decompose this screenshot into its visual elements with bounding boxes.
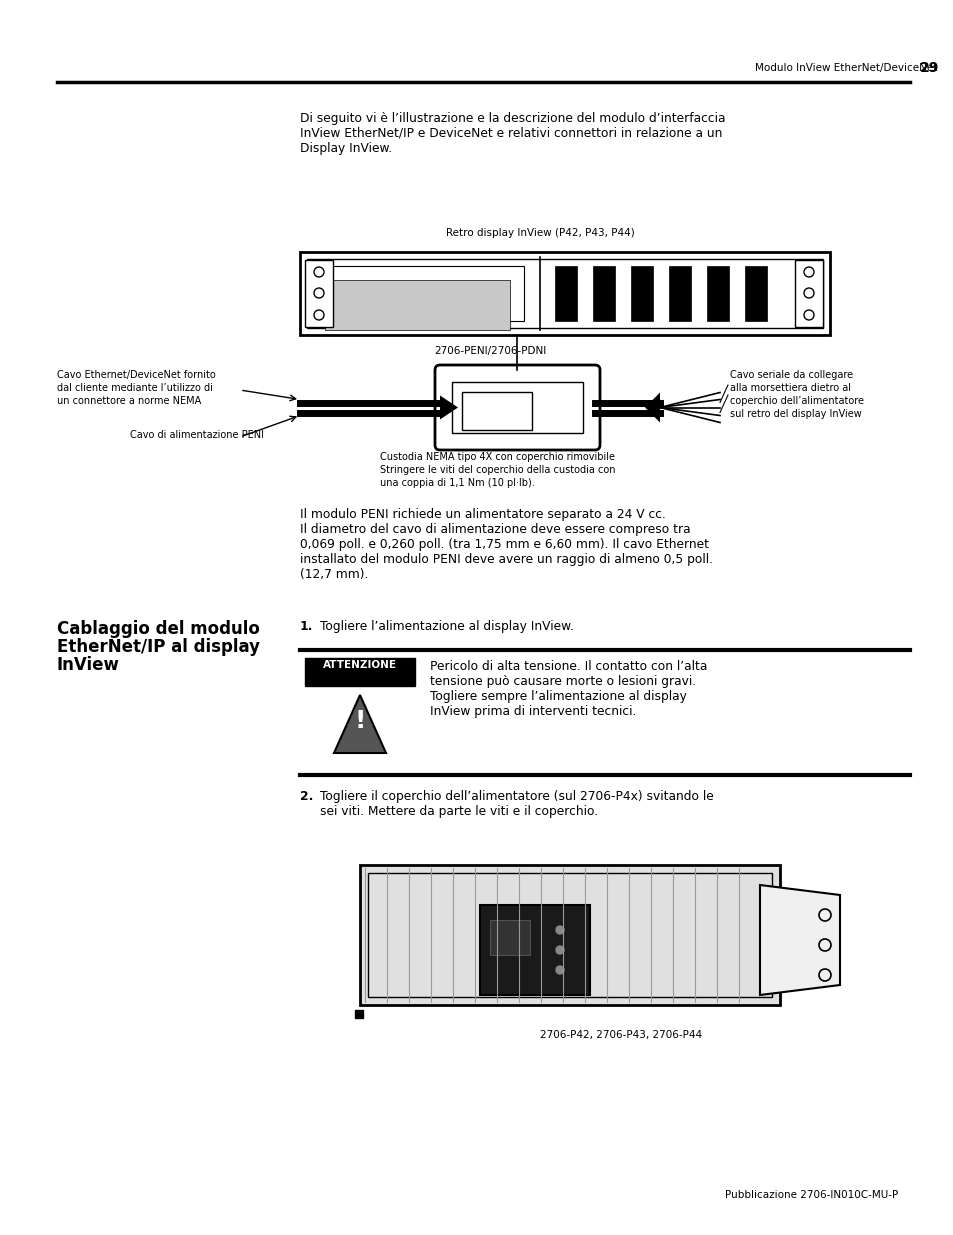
Circle shape bbox=[556, 966, 563, 974]
Polygon shape bbox=[760, 885, 840, 995]
Text: Pericolo di alta tensione. Il contatto con l’alta
tensione può causare morte o l: Pericolo di alta tensione. Il contatto c… bbox=[430, 659, 706, 718]
Polygon shape bbox=[644, 393, 659, 422]
Bar bbox=[299, 252, 829, 335]
Bar bbox=[452, 382, 582, 433]
Text: 29: 29 bbox=[919, 61, 939, 75]
Text: Cavo seriale da collegare: Cavo seriale da collegare bbox=[729, 370, 852, 380]
Text: coperchio dell’alimentatore: coperchio dell’alimentatore bbox=[729, 396, 863, 406]
Text: Custodia NEMA tipo 4X con coperchio rimovibile: Custodia NEMA tipo 4X con coperchio rimo… bbox=[379, 452, 615, 462]
Text: Il modulo PENI richiede un alimentatore separato a 24 V cc.
Il diametro del cavo: Il modulo PENI richiede un alimentatore … bbox=[299, 508, 712, 580]
Bar bbox=[368, 873, 771, 997]
Polygon shape bbox=[439, 395, 457, 420]
Text: dal cliente mediante l’utilizzo di: dal cliente mediante l’utilizzo di bbox=[57, 383, 213, 393]
Text: Cavo Ethernet/DeviceNet fornito: Cavo Ethernet/DeviceNet fornito bbox=[57, 370, 215, 380]
Text: Retro display InView (P42, P43, P44): Retro display InView (P42, P43, P44) bbox=[445, 228, 634, 238]
Bar bbox=[706, 266, 728, 321]
Polygon shape bbox=[334, 695, 386, 753]
Bar bbox=[744, 266, 766, 321]
Text: Togliere il coperchio dell’alimentatore (sul 2706-P4x) svitando le
sei viti. Met: Togliere il coperchio dell’alimentatore … bbox=[319, 790, 713, 818]
Text: 2706-PENI/2706-PDNI: 2706-PENI/2706-PDNI bbox=[434, 346, 545, 356]
Text: alla morsettiera dietro al: alla morsettiera dietro al bbox=[729, 383, 850, 393]
FancyBboxPatch shape bbox=[435, 366, 599, 450]
Bar bbox=[490, 920, 530, 955]
Text: 2706-P42, 2706-P43, 2706-P44: 2706-P42, 2706-P43, 2706-P44 bbox=[539, 1030, 701, 1040]
Text: Cavo di alimentazione PENI: Cavo di alimentazione PENI bbox=[130, 430, 264, 440]
Bar bbox=[355, 1010, 363, 1018]
Text: Cablaggio del modulo: Cablaggio del modulo bbox=[57, 620, 259, 638]
Bar bbox=[479, 905, 589, 995]
Text: Pubblicazione 2706-IN010C-MU-P: Pubblicazione 2706-IN010C-MU-P bbox=[724, 1191, 897, 1200]
Bar bbox=[555, 266, 577, 321]
Text: Stringere le viti del coperchio della custodia con: Stringere le viti del coperchio della cu… bbox=[379, 466, 615, 475]
Text: !: ! bbox=[354, 709, 365, 734]
Text: ATTENZIONE: ATTENZIONE bbox=[323, 659, 396, 671]
Bar bbox=[305, 658, 415, 685]
Text: sul retro del display InView: sul retro del display InView bbox=[729, 409, 861, 419]
Text: EtherNet/IP al display: EtherNet/IP al display bbox=[57, 638, 260, 656]
Bar bbox=[305, 261, 333, 327]
Bar bbox=[668, 266, 690, 321]
Bar bbox=[325, 280, 510, 330]
Bar bbox=[314, 266, 523, 321]
Circle shape bbox=[556, 946, 563, 953]
Circle shape bbox=[556, 926, 563, 934]
Text: Di seguito vi è l’illustrazione e la descrizione del modulo d’interfaccia
InView: Di seguito vi è l’illustrazione e la des… bbox=[299, 112, 724, 156]
Bar bbox=[593, 266, 615, 321]
Text: Modulo InView EtherNet/DeviceNet: Modulo InView EtherNet/DeviceNet bbox=[754, 63, 937, 73]
Text: una coppia di 1,1 Nm (10 pl·lb).: una coppia di 1,1 Nm (10 pl·lb). bbox=[379, 478, 535, 488]
Text: 1.: 1. bbox=[299, 620, 313, 634]
Text: 2.: 2. bbox=[299, 790, 313, 803]
Text: un connettore a norme NEMA: un connettore a norme NEMA bbox=[57, 396, 201, 406]
Text: Togliere l’alimentazione al display InView.: Togliere l’alimentazione al display InVi… bbox=[319, 620, 574, 634]
Bar bbox=[359, 864, 780, 1005]
Bar bbox=[794, 261, 822, 327]
Text: InView: InView bbox=[57, 656, 120, 674]
Bar bbox=[630, 266, 652, 321]
Bar bbox=[461, 391, 532, 430]
Bar bbox=[307, 259, 822, 329]
